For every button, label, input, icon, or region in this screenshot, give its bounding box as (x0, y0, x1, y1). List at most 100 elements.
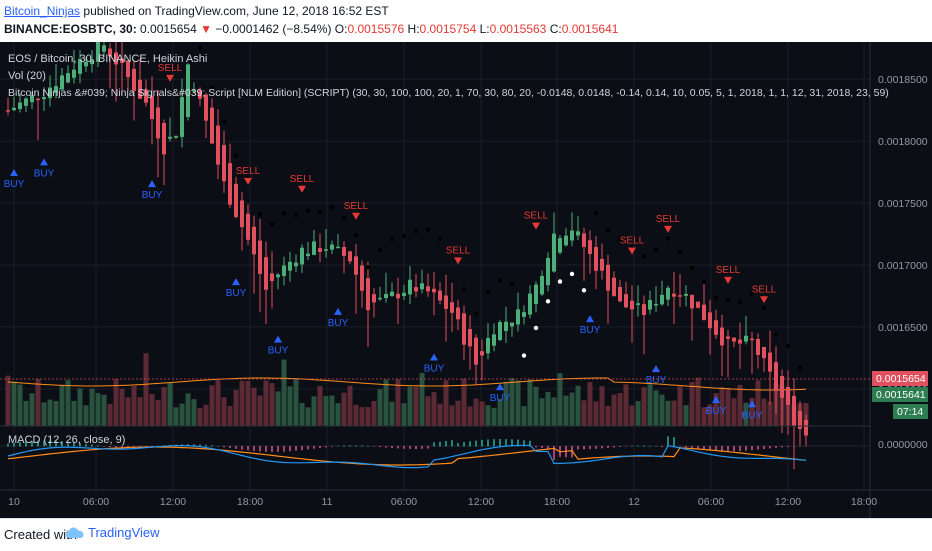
candle-body (510, 322, 514, 327)
candle-body (84, 61, 88, 67)
volume-bar (5, 375, 11, 426)
macd-histogram-bar (283, 446, 285, 452)
candle-body (294, 262, 298, 267)
volume-bar (659, 394, 665, 426)
macd-histogram-bar (151, 446, 153, 447)
volume-bar (305, 407, 311, 426)
time-axis[interactable]: 10 06:00 12:00 18:00 11 06:00 12:00 18:00 12 06:0… (8, 496, 877, 508)
volume-bar (623, 384, 629, 426)
volume-bar (707, 404, 713, 426)
macd-histogram-bar (349, 445, 351, 447)
trail-dot (557, 279, 563, 284)
candle-body (570, 230, 574, 241)
macd-histogram-bar (289, 446, 291, 452)
macd-histogram-bar (799, 445, 801, 447)
sell-arrow-icon (724, 276, 732, 284)
trail-dot (221, 119, 227, 125)
candle-body (402, 292, 406, 297)
volume-bar (653, 390, 659, 426)
macd-histogram-bar (721, 446, 723, 452)
trail-dot (173, 92, 179, 97)
macd-histogram-bar (301, 446, 303, 451)
macd-histogram-bar (325, 446, 327, 448)
candle-body (240, 200, 244, 228)
candle-body (618, 286, 622, 302)
macd-histogram-bar (379, 446, 381, 448)
volume-bar (611, 394, 617, 426)
candle-body (474, 337, 478, 365)
chart-canvas[interactable]: BUY BUY SELL SELL BUY SELL BUY BUY SELL SELL BUY SE… (0, 42, 932, 518)
price-change: −0.0001462 (−8.54%) (215, 22, 332, 36)
candle-body (306, 253, 310, 257)
candle-body (216, 125, 220, 165)
close-label: C: (549, 22, 562, 36)
trail-dot (713, 295, 719, 300)
chart-area[interactable]: BUY BUY SELL SELL BUY SELL BUY BUY SELL SELL BUY SE… (0, 42, 932, 518)
time-tick-label: 06:00 (698, 496, 724, 508)
macd-histogram-bar (391, 446, 393, 449)
macd-histogram-bar (733, 446, 735, 452)
macd-histogram-bar (361, 445, 363, 447)
candle-body (210, 107, 214, 144)
trail-dot (533, 325, 539, 331)
buy-signal-label: BUY (226, 288, 247, 299)
volume-bar (119, 388, 125, 426)
volume-bar (341, 392, 347, 426)
volume-bar (161, 387, 167, 426)
volume-bar (137, 397, 143, 426)
candle-body (744, 335, 748, 342)
tradingview-logo[interactable]: TradingView (66, 525, 160, 540)
legend-macd: MACD (12, 26, close, 9) (8, 434, 125, 446)
candle-body (354, 256, 358, 275)
buy-arrow-icon (232, 278, 240, 286)
volume-bar (239, 380, 245, 426)
volume-bar (101, 394, 107, 426)
candle-body (678, 295, 682, 297)
sell-signal-label: SELL (620, 235, 645, 246)
trail-dot (209, 85, 215, 91)
macd-histogram-bar (103, 446, 105, 447)
volume-bar (581, 400, 587, 426)
candle-body (774, 362, 778, 390)
macd-histogram-bar (703, 446, 705, 450)
volume-bar (509, 378, 515, 426)
created-with-label: Created with (4, 527, 77, 542)
macd-histogram-bar (373, 446, 375, 447)
buy-arrow-icon (652, 365, 660, 373)
candle-body (594, 247, 598, 271)
macd-histogram-bar (745, 446, 747, 451)
volume-bar (149, 393, 155, 426)
price-tick-label: 0.0017500 (878, 198, 928, 210)
candle-body (732, 337, 736, 342)
trail-dot (473, 311, 479, 316)
macd-histogram-bar (613, 446, 615, 448)
trail-dot (269, 222, 275, 227)
candle-body (54, 86, 58, 93)
volume-bar (647, 384, 653, 426)
volume-bar (761, 398, 767, 426)
signals: BUY BUY SELL SELL BUY SELL BUY BUY SELL SELL BUY SE… (4, 63, 777, 421)
macd-histogram-bar (763, 446, 765, 449)
trail-dot (485, 289, 491, 295)
low-value: 0.0015563 (489, 22, 547, 36)
candle-body (126, 60, 130, 78)
volume-bar (629, 405, 635, 426)
buy-arrow-icon (334, 307, 342, 315)
volume-bar (737, 384, 743, 426)
candle-body (756, 338, 760, 355)
trail-dot (761, 305, 767, 311)
author-link[interactable]: Bitcoin_Ninjas (4, 4, 81, 18)
buy-arrow-icon (148, 180, 156, 188)
macd-histogram-bar (523, 440, 525, 447)
volume-bar (767, 401, 773, 426)
price-axis[interactable]: 0.0018500 0.0018000 0.0017500 0.0017000 0.00… (878, 74, 928, 396)
macd-histogram-bar (637, 445, 639, 447)
macd-histogram-bar (787, 446, 789, 447)
candle-body (342, 246, 346, 256)
volume-bar (191, 399, 197, 426)
trail-dot (725, 298, 731, 303)
trail-dot (497, 278, 503, 283)
macd-histogram-bar (319, 446, 321, 448)
candle-body (672, 293, 676, 297)
volume-bar (641, 387, 647, 426)
